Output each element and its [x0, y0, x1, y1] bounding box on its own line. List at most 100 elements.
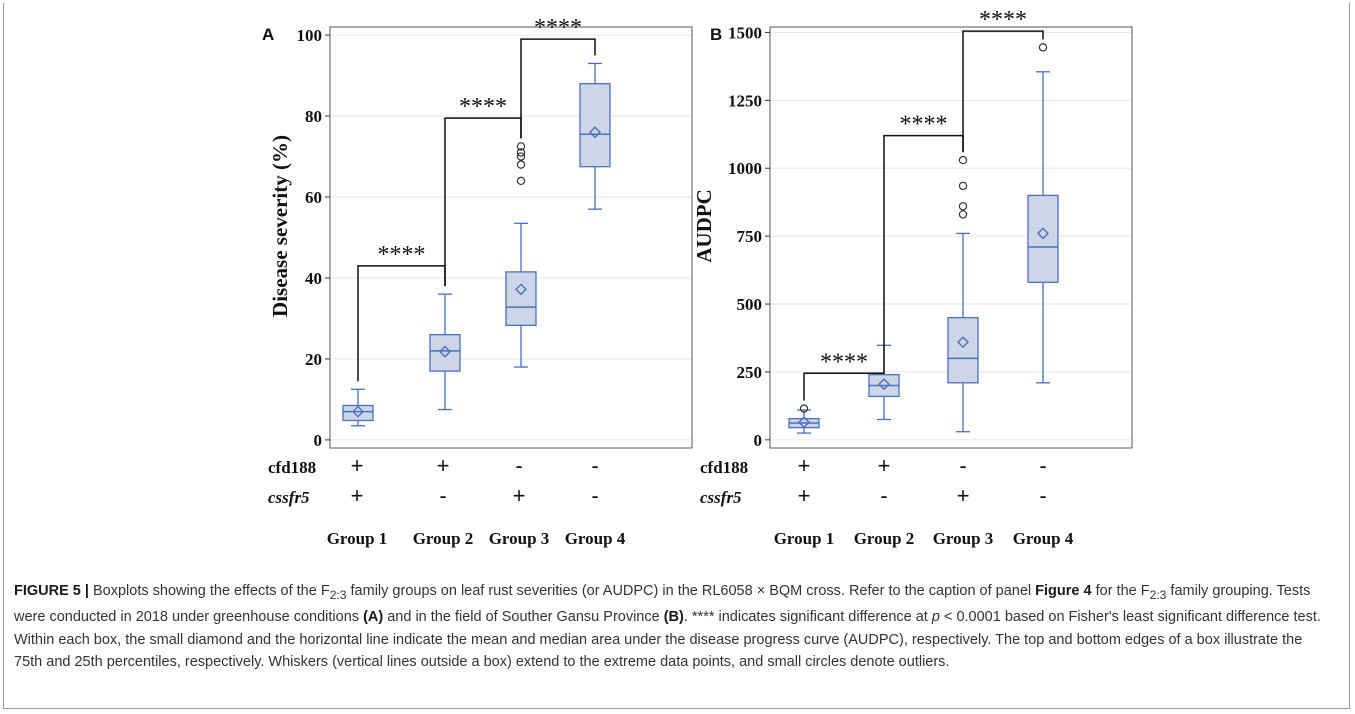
outlier-point	[958, 202, 968, 211]
marker-sign: +	[351, 453, 364, 478]
y-tick-label: 0	[754, 431, 763, 450]
panel-a-letter: A	[262, 25, 274, 44]
figure-caption: FIGURE 5 | Boxplots showing the effects …	[14, 580, 1334, 674]
marker-row-label: cfd188	[268, 458, 316, 477]
group-label: Group 2	[413, 529, 474, 548]
mean-diamond	[439, 345, 451, 358]
outlier-point	[1038, 43, 1048, 52]
box-2	[429, 293, 461, 411]
marker-sign: -	[880, 483, 887, 508]
mean-diamond	[957, 336, 969, 349]
marker-sign: +	[437, 453, 450, 478]
significance-label: ****	[820, 349, 868, 375]
caption-ref-b: (B)	[663, 609, 684, 626]
box-iqr	[579, 83, 611, 168]
outlier-point	[516, 152, 526, 161]
marker-sign: +	[878, 453, 891, 478]
mean-diamond	[798, 416, 810, 429]
group-label: Group 4	[565, 529, 626, 548]
panel-a-boxes	[342, 62, 611, 427]
y-tick-label: 1250	[728, 91, 762, 110]
y-tick-label: 1500	[728, 23, 762, 42]
panel-b-brackets: **** **** ****	[803, 7, 1044, 401]
y-tick-label: 100	[297, 26, 323, 45]
group-label: Group 4	[1013, 529, 1074, 548]
panel-a: A 0 20 40 60 80 100 **** **** **** Disease seve…	[262, 15, 693, 548]
box-3	[505, 142, 537, 368]
mean-diamond	[515, 283, 527, 296]
outlier-point	[516, 148, 526, 157]
panel-b-y-label: AUDPC	[692, 189, 716, 263]
y-tick-label: 0	[314, 431, 323, 450]
marker-row-label: cssfr5	[700, 488, 742, 507]
caption-sub1: 2:3	[329, 587, 347, 602]
significance-bracket	[520, 38, 596, 139]
outlier-point	[958, 181, 968, 191]
box-4	[579, 62, 611, 210]
outlier-point	[958, 210, 968, 219]
group-label: Group 1	[774, 529, 835, 548]
y-tick-label: 40	[305, 269, 322, 288]
marker-sign: +	[798, 483, 811, 508]
caption-part2: family groups on leaf rust severities (o…	[346, 583, 1036, 599]
y-tick-label: 20	[305, 350, 322, 369]
marker-sign: +	[957, 483, 970, 508]
figure-svg: A 0 20 40 60 80 100 **** **** **** Disease seve…	[262, 7, 1133, 548]
panel-b: B 0 250 500 750 1000 1250 1500 **** **** **** AU…	[692, 7, 1133, 548]
outlier-point	[958, 155, 968, 165]
significance-bracket	[962, 30, 1044, 153]
mean-diamond	[878, 378, 890, 391]
mean-diamond	[1037, 227, 1049, 240]
y-tick-label: 500	[737, 295, 763, 314]
box-iqr	[342, 404, 374, 422]
marker-sign: -	[1039, 483, 1046, 508]
significance-label: ****	[534, 15, 582, 41]
marker-row-label: cssfr5	[268, 488, 310, 507]
caption-part3: for the F	[1091, 583, 1150, 599]
box-iqr	[947, 316, 979, 384]
significance-label: ****	[459, 94, 507, 120]
significance-label: ****	[979, 7, 1027, 33]
box-1	[788, 404, 820, 434]
panel-a-y-label: Disease severity (%)	[268, 135, 292, 317]
y-tick-label: 60	[305, 188, 322, 207]
panel-a-y-axis: 0 20 40 60 80 100	[297, 26, 330, 450]
caption-label: FIGURE 5 |	[14, 583, 89, 599]
panel-b-marker-table: cfd188 + + - - cssfr5 + - + - Group 1 Group 2 Group …	[700, 453, 1074, 548]
caption-p: p	[931, 609, 940, 626]
group-label: Group 2	[854, 529, 915, 548]
significance-label: ****	[378, 242, 426, 268]
box-1	[342, 388, 374, 427]
caption-figure-ref: Figure 4	[1035, 583, 1092, 599]
group-label: Group 3	[489, 529, 550, 548]
y-tick-label: 1000	[728, 159, 762, 178]
y-tick-label: 250	[737, 363, 763, 382]
marker-sign: +	[351, 483, 364, 508]
caption-part4: family grouping. Tests were conducted in…	[14, 583, 1311, 626]
caption-part1: Boxplots showing the effects of the F	[88, 583, 330, 599]
marker-row-label: cfd188	[700, 458, 748, 477]
box-3	[947, 155, 979, 433]
box-4	[1027, 43, 1059, 384]
caption-ref-a: (A)	[363, 609, 384, 626]
panel-a-grid	[331, 34, 691, 441]
caption-part5: and in the field of Souther Gansu Provin…	[383, 609, 664, 626]
caption-part6: . **** indicates significant difference …	[683, 609, 932, 626]
significance-label: ****	[900, 112, 948, 138]
panel-b-boxes	[788, 43, 1059, 434]
panel-b-y-axis: 0 250 500 750 1000 1250 1500	[728, 23, 770, 450]
outlier-point	[516, 142, 526, 151]
marker-sign: +	[798, 453, 811, 478]
figure-frame	[3, 3, 1350, 709]
caption-part7: < 0.0001 based on Fisher's least signifi…	[14, 609, 1321, 671]
caption-sub2: 2:3	[1149, 587, 1167, 602]
marker-sign: +	[513, 483, 526, 508]
panel-b-plot-frame	[769, 26, 1133, 449]
panel-a-plot-frame	[329, 26, 693, 449]
mean-diamond	[589, 126, 601, 139]
outlier-point	[799, 404, 809, 413]
box-iqr	[505, 271, 537, 326]
marker-sign: -	[1039, 453, 1046, 478]
marker-sign: -	[591, 453, 598, 478]
y-tick-label: 80	[305, 107, 322, 126]
